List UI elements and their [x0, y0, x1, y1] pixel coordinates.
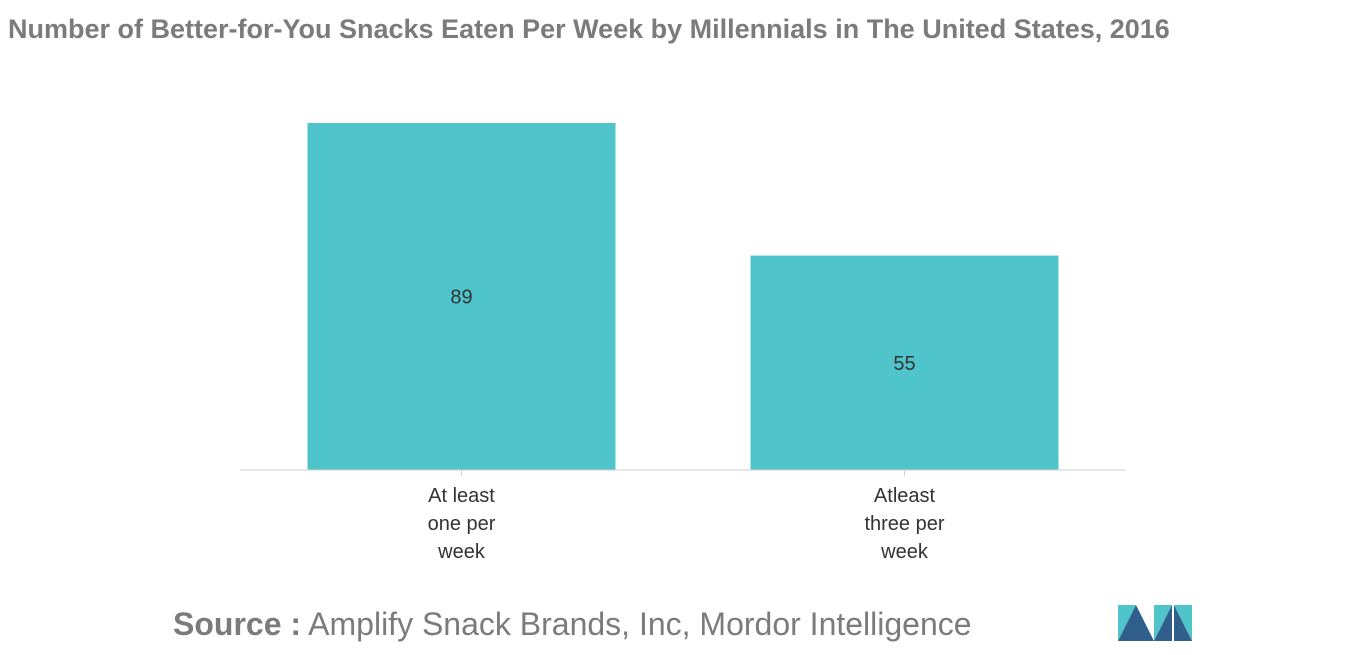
- bar-1: [750, 255, 1059, 470]
- source-text: Amplify Snack Brands, Inc, Mordor Intell…: [308, 606, 972, 642]
- source-note: Source : Amplify Snack Brands, Inc, Mord…: [173, 606, 972, 643]
- x-tick-label-0: At least one per week: [428, 485, 496, 563]
- data-label-0: 89: [450, 287, 472, 309]
- mordor-intelligence-logo-icon: [1118, 605, 1192, 641]
- bar-chart: 89 55 At least one per week Atleast three per…: [240, 123, 1126, 563]
- ticks-layer: [461, 470, 905, 476]
- data-label-1: 55: [893, 353, 915, 375]
- x-tick-label-1: Atleast three per week: [864, 485, 944, 563]
- bar-0: [307, 123, 616, 470]
- source-label: Source :: [173, 606, 302, 642]
- chart-title: Number of Better-for-You Snacks Eaten Pe…: [8, 14, 1170, 44]
- labels-layer: At least one per week Atleast three per week: [428, 485, 945, 563]
- bars-layer: 89 55: [307, 123, 1059, 470]
